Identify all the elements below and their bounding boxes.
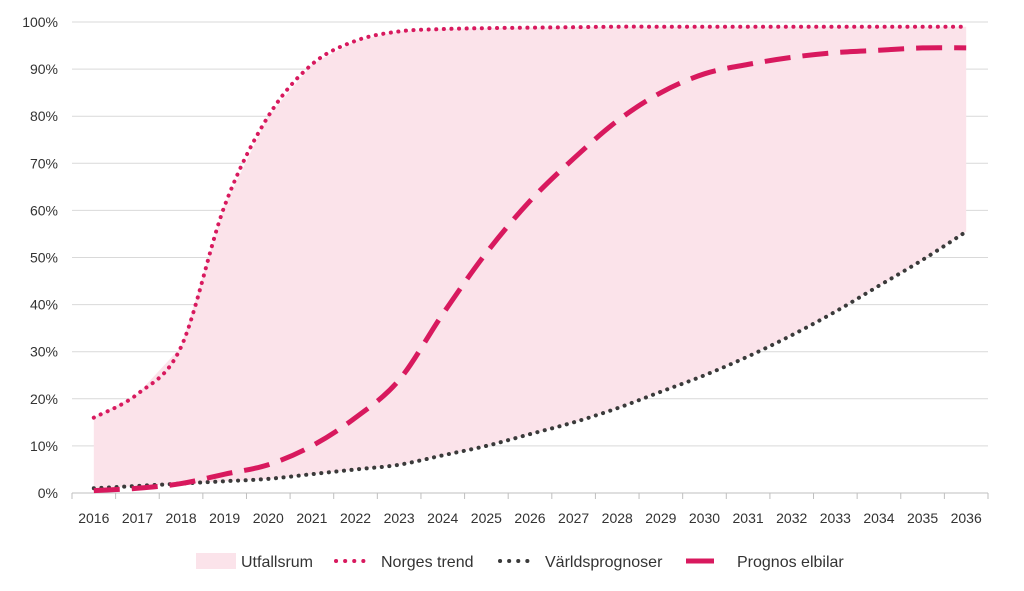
y-tick-label: 50% <box>30 250 58 266</box>
legend-swatch-band <box>196 553 236 569</box>
series-line-norges-trend <box>91 24 969 420</box>
legend: Utfallsrum Norges trend Världsprognoser Pro… <box>196 553 844 571</box>
x-tick-label: 2033 <box>820 510 851 526</box>
axes: 0% 10% 20% 30% 40% 50% 60% 70% 80% 90% 100% 2016 201… <box>22 14 989 526</box>
y-tick-label: 80% <box>30 108 58 124</box>
y-tick-label: 10% <box>30 438 58 454</box>
outcome-band-area <box>93 26 967 489</box>
y-tick-label: 100% <box>22 14 58 30</box>
x-tick-label: 2036 <box>951 510 982 526</box>
x-tick-label: 2025 <box>471 510 502 526</box>
series-line-prognos-elbilar <box>93 45 967 494</box>
x-tick-label: 2018 <box>165 510 196 526</box>
x-tick-label: 2035 <box>907 510 938 526</box>
x-tick-label: 2016 <box>78 510 109 526</box>
y-tick-label: 30% <box>30 344 58 360</box>
x-tick-label: 2028 <box>602 510 633 526</box>
x-tick-label: 2024 <box>427 510 458 526</box>
x-tick-label: 2029 <box>645 510 676 526</box>
x-tick-label: 2017 <box>122 510 153 526</box>
x-tick-label: 2020 <box>253 510 284 526</box>
x-tick-label: 2022 <box>340 510 371 526</box>
y-tick-label: 20% <box>30 391 58 407</box>
legend-label: Världsprognoser <box>545 554 663 571</box>
x-tick-label: 2030 <box>689 510 720 526</box>
x-tick-label: 2026 <box>514 510 545 526</box>
y-tick-label: 0% <box>38 485 58 501</box>
y-tick-label: 60% <box>30 202 58 218</box>
y-tick-label: 70% <box>30 155 58 171</box>
x-tick-label: 2027 <box>558 510 589 526</box>
outcome-band <box>93 26 967 489</box>
legend-label: Utfallsrum <box>241 554 313 571</box>
y-tick-label: 40% <box>30 297 58 313</box>
x-tick-label: 2023 <box>384 510 415 526</box>
y-tick-label: 90% <box>30 61 58 77</box>
x-tick-label: 2031 <box>733 510 764 526</box>
legend-label: Prognos elbilar <box>737 554 844 571</box>
x-tick-label: 2034 <box>863 510 894 526</box>
x-tick-label: 2032 <box>776 510 807 526</box>
series-line-v-rldsprognoser <box>91 229 969 491</box>
x-tick-label: 2021 <box>296 510 327 526</box>
legend-label: Norges trend <box>381 554 474 571</box>
x-tick-label: 2019 <box>209 510 240 526</box>
series-lines <box>91 24 969 494</box>
